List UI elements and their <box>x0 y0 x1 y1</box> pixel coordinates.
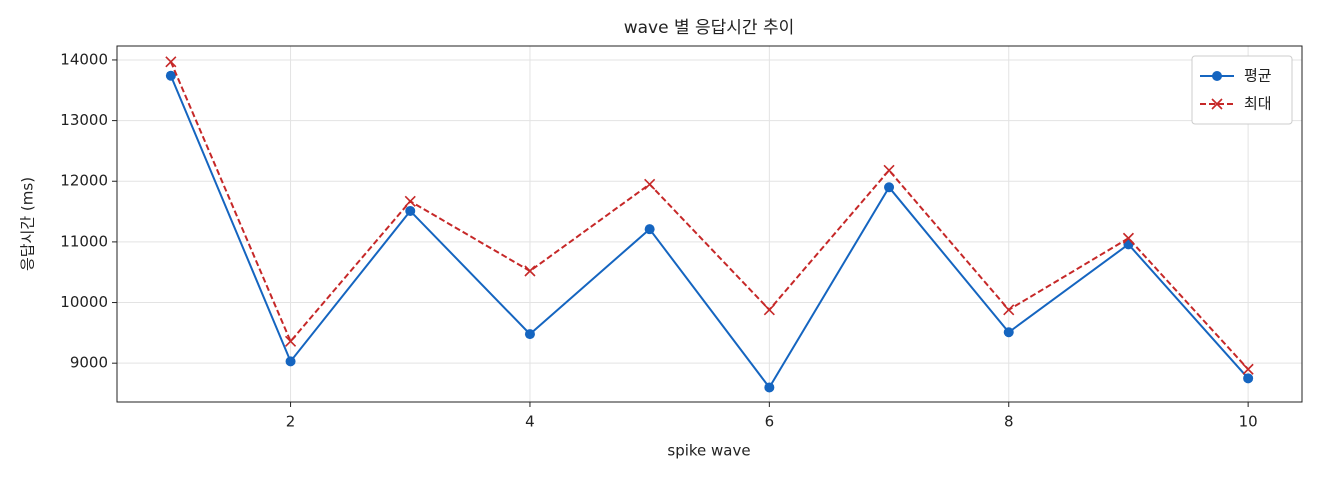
marker <box>883 164 895 176</box>
marker <box>524 265 536 277</box>
y-tick-label: 13000 <box>60 111 108 129</box>
marker <box>763 304 775 316</box>
y-tick-label: 12000 <box>60 172 108 190</box>
legend-marker <box>1212 71 1222 81</box>
x-tick-label: 2 <box>286 413 296 431</box>
marker <box>764 382 775 393</box>
marker <box>644 224 655 235</box>
marker <box>165 70 176 81</box>
y-tick-label: 10000 <box>60 293 108 311</box>
y-axis-label: 응답시간 (ms) <box>19 177 37 271</box>
legend-label: 최대 <box>1244 95 1272 113</box>
marker <box>405 205 416 216</box>
marker <box>1122 232 1135 244</box>
marker <box>165 56 177 68</box>
legend-box <box>1191 55 1293 125</box>
y-tick-label: 14000 <box>60 50 108 68</box>
marker <box>884 182 895 193</box>
series-line <box>169 75 1249 390</box>
plot-frame <box>116 45 1303 403</box>
x-tick-label: 6 <box>765 413 775 431</box>
x-tick-label: 10 <box>1239 413 1258 431</box>
x-axis-label: spike wave <box>667 442 750 460</box>
marker <box>284 335 297 347</box>
marker <box>285 356 296 367</box>
series-line <box>169 61 1249 370</box>
legend-marker <box>1211 98 1223 110</box>
x-tick-label: 4 <box>525 413 535 431</box>
chart-title: wave 별 응답시간 추이 <box>624 18 795 38</box>
y-tick-label: 11000 <box>60 232 108 250</box>
marker <box>644 178 656 190</box>
marker <box>1003 304 1015 316</box>
marker <box>1003 327 1014 338</box>
x-tick-label: 8 <box>1004 413 1014 431</box>
marker <box>1243 373 1254 384</box>
marker <box>1242 363 1254 375</box>
y-tick-label: 9000 <box>70 354 108 372</box>
marker <box>404 195 416 207</box>
legend-label: 평균 <box>1244 67 1272 85</box>
marker <box>524 329 535 340</box>
